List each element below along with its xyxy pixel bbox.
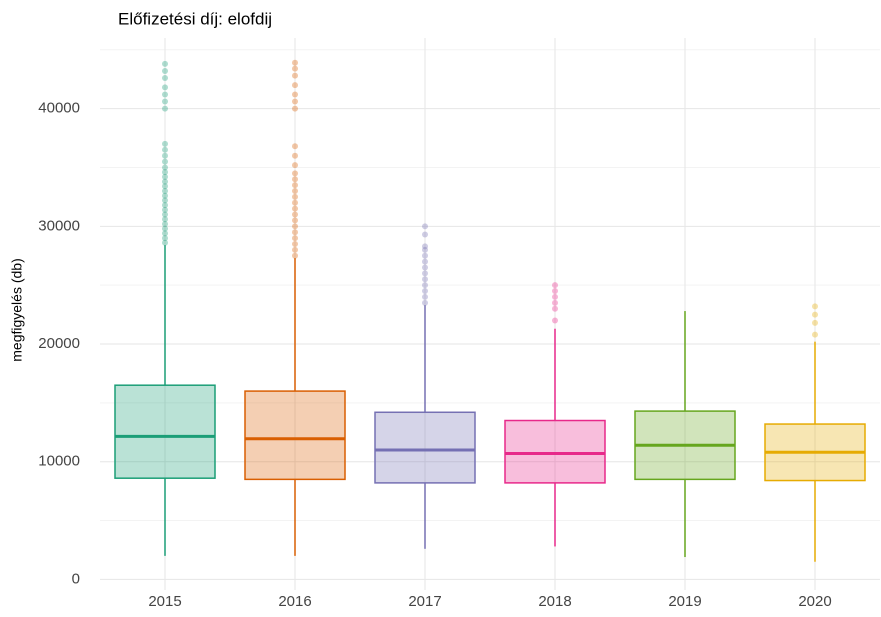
outlier (422, 258, 428, 265)
outlier (292, 162, 298, 169)
outlier (552, 317, 558, 324)
outlier (292, 211, 298, 218)
box (244, 390, 346, 481)
outlier (162, 206, 168, 213)
outlier (162, 164, 168, 171)
outlier (552, 293, 558, 300)
outlier (292, 235, 298, 242)
outlier (162, 91, 168, 98)
outlier (292, 217, 298, 224)
outlier (292, 152, 298, 159)
outlier (422, 282, 428, 289)
outlier (162, 158, 168, 165)
outlier (292, 240, 298, 247)
outlier (292, 182, 298, 189)
outlier (162, 188, 168, 195)
outlier (552, 305, 558, 312)
outlier (422, 264, 428, 271)
y-tick-label: 0 (72, 570, 80, 587)
outlier (422, 231, 428, 238)
outlier (292, 105, 298, 112)
outlier (162, 140, 168, 147)
outlier (162, 230, 168, 237)
x-tick-label: 2016 (278, 593, 311, 610)
outlier (292, 188, 298, 195)
y-tick-label: 40000 (38, 100, 80, 117)
outlier (292, 59, 298, 66)
y-tick-label: 10000 (38, 453, 80, 470)
x-tick-label: 2017 (408, 593, 441, 610)
outlier (162, 178, 168, 185)
outlier (422, 243, 428, 250)
outlier (292, 193, 298, 200)
outlier (292, 98, 298, 105)
outlier (292, 252, 298, 259)
outlier (162, 216, 168, 223)
outlier (162, 235, 168, 242)
outlier (422, 252, 428, 259)
outlier (292, 223, 298, 230)
outlier (292, 199, 298, 206)
outlier (292, 229, 298, 236)
outlier (162, 211, 168, 218)
outlier (162, 98, 168, 105)
box (114, 384, 216, 479)
outlier (422, 288, 428, 295)
outlier (292, 143, 298, 150)
box (504, 419, 606, 484)
x-tick-label: 2018 (538, 593, 571, 610)
outlier (422, 223, 428, 230)
outlier (812, 311, 818, 318)
outlier (292, 246, 298, 253)
outlier (162, 220, 168, 227)
outlier (292, 176, 298, 183)
outlier (162, 75, 168, 82)
outlier (422, 299, 428, 306)
outlier (292, 72, 298, 79)
outlier (422, 293, 428, 300)
x-tick-label: 2015 (148, 593, 181, 610)
outlier (162, 202, 168, 209)
outlier (162, 192, 168, 199)
outlier (812, 331, 818, 338)
outlier (812, 303, 818, 310)
outlier (292, 91, 298, 98)
outlier (422, 270, 428, 277)
outlier (552, 282, 558, 289)
outlier (162, 67, 168, 74)
y-tick-label: 20000 (38, 335, 80, 352)
outlier (422, 276, 428, 283)
outlier (162, 84, 168, 91)
box (374, 411, 476, 484)
outlier (162, 169, 168, 176)
outlier (162, 225, 168, 232)
outlier (552, 288, 558, 295)
outlier (162, 197, 168, 204)
y-axis-label: megfigyelés (db) (9, 258, 25, 362)
outlier (292, 82, 298, 89)
outlier (292, 205, 298, 212)
outlier (162, 105, 168, 112)
outlier (162, 183, 168, 190)
x-tick-label: 2019 (668, 593, 701, 610)
outlier (812, 319, 818, 326)
y-tick-label: 30000 (38, 217, 80, 234)
outlier (162, 173, 168, 180)
outlier (162, 239, 168, 246)
outlier (552, 299, 558, 306)
chart-title: Előfizetési díj: elofdij (118, 9, 272, 28)
outlier (162, 152, 168, 159)
x-tick-label: 2020 (798, 593, 831, 610)
outlier (162, 60, 168, 67)
outlier (292, 170, 298, 177)
outlier (422, 246, 428, 253)
outlier (162, 146, 168, 153)
outlier (292, 65, 298, 72)
